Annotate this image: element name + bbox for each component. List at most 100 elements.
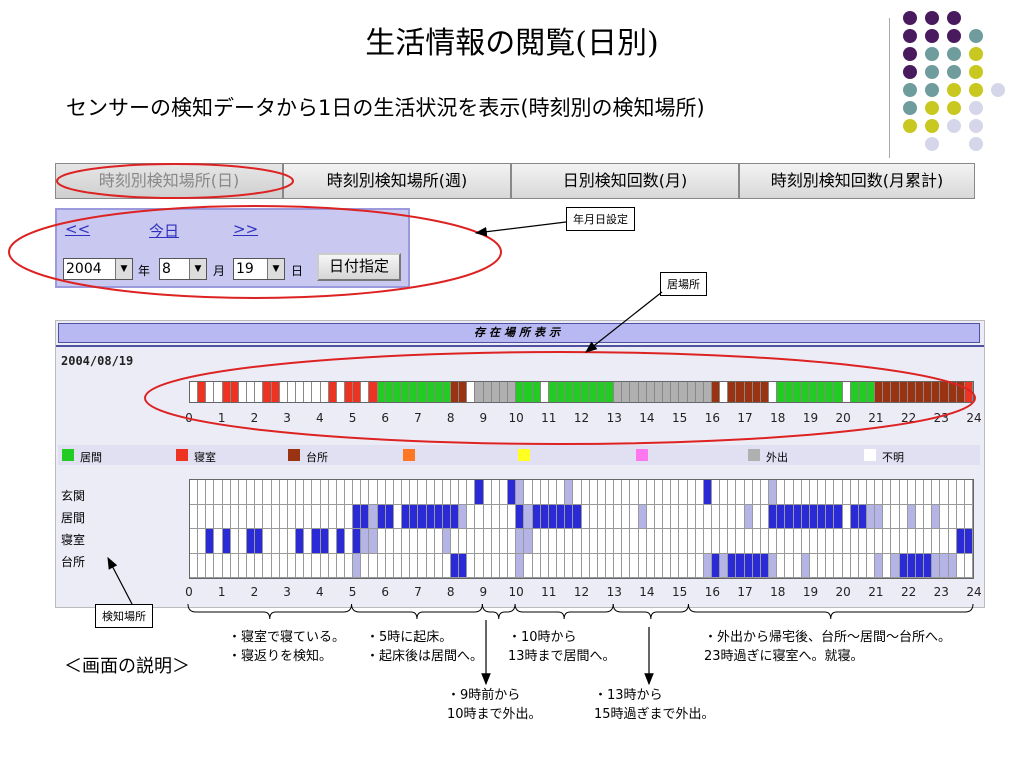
tab-hourly-count-month-total[interactable]: 時刻別検知回数(月累計) [739, 163, 975, 199]
time-range-brace [514, 603, 614, 620]
day-select[interactable]: 19 ▼ [233, 258, 285, 280]
presence-slot [353, 382, 362, 402]
detection-cell [818, 553, 827, 578]
presence-slot [255, 382, 264, 402]
tab-hourly-location-week[interactable]: 時刻別検知場所(週) [283, 163, 511, 199]
room-label-entrance: 玄関 [61, 489, 86, 503]
detection-cell [875, 553, 884, 578]
detection-cell [573, 553, 582, 578]
detection-cell [271, 553, 280, 578]
detection-cell [418, 553, 427, 578]
detection-cell [687, 529, 696, 554]
presence-slot [247, 382, 256, 402]
annotation-evening: ・外出から帰宅後、台所～居間～台所へ。 23時過ぎに寝室へ。就寝。 [704, 630, 952, 664]
tab-daily-count-month[interactable]: 日別検知回数(月) [511, 163, 739, 199]
detection-cell [312, 553, 321, 578]
detection-cell [630, 504, 639, 529]
chevron-down-icon: ▼ [115, 259, 132, 279]
detection-cell [198, 480, 207, 505]
year-select[interactable]: 2004 ▼ [63, 258, 133, 280]
hour-tick-label: 24 [966, 411, 982, 425]
detection-cell [826, 480, 835, 505]
today-link[interactable]: 今日 [149, 222, 180, 240]
detection-cell [752, 480, 761, 505]
detection-cell [279, 504, 288, 529]
next-day-link[interactable]: >> [233, 220, 259, 238]
date-submit-button[interactable]: 日付指定 [317, 253, 401, 281]
detection-cell [589, 529, 598, 554]
detection-cell [581, 529, 590, 554]
month-select[interactable]: 8 ▼ [159, 258, 207, 280]
detection-cell [883, 553, 892, 578]
prev-day-link[interactable]: << [65, 220, 91, 238]
detection-cell [948, 480, 957, 505]
detection-cell [524, 480, 533, 505]
presence-slot [940, 382, 949, 402]
detection-cell [410, 480, 419, 505]
detection-cell [597, 504, 606, 529]
legend-swatch [748, 449, 760, 461]
detection-cell [222, 529, 231, 554]
detection-cell [956, 480, 965, 505]
detection-cell [230, 480, 239, 505]
presence-slot [589, 382, 598, 402]
presence-slot [304, 382, 313, 402]
detection-cell [247, 480, 256, 505]
detection-cell [899, 504, 908, 529]
detection-cell [728, 553, 737, 578]
decorative-dot [903, 47, 917, 61]
detection-cell [475, 504, 484, 529]
detection-cell [304, 553, 313, 578]
detection-cell [393, 480, 403, 505]
detection-cell [499, 480, 509, 505]
detection-cell [769, 480, 778, 505]
decorative-dot [947, 101, 961, 115]
decorative-dot [947, 65, 961, 79]
detection-cell [467, 553, 476, 578]
detection-cell [336, 480, 345, 505]
detection-cell [720, 553, 729, 578]
detection-cell [940, 480, 949, 505]
detection-cell [866, 480, 876, 505]
hour-tick-label: 16 [704, 585, 720, 599]
detection-cell [540, 504, 549, 529]
hour-tick-label: 12 [573, 411, 590, 425]
detection-cell [190, 504, 199, 529]
presence-slot [695, 382, 704, 402]
detection-cell [915, 553, 925, 578]
legend-swatch [176, 449, 188, 461]
detection-cell [703, 553, 712, 578]
legend-swatch [288, 449, 300, 461]
time-range-brace [687, 603, 974, 620]
detection-cell [720, 529, 729, 554]
detection-cell [377, 480, 386, 505]
hour-tick-label: 7 [414, 411, 422, 425]
detection-cell [483, 504, 492, 529]
presence-slot [915, 382, 925, 402]
detection-cell [866, 504, 876, 529]
detection-cell [328, 529, 337, 554]
detection-cell [491, 480, 500, 505]
detection-cell [508, 529, 517, 554]
hour-tick-label: 19 [802, 585, 819, 599]
presence-slot [442, 382, 451, 402]
decorative-dot [925, 65, 939, 79]
hour-tick-label: 12 [573, 585, 590, 599]
detection-cell [679, 529, 688, 554]
detection-cell [524, 504, 533, 529]
hour-tick-label: 9 [479, 411, 488, 425]
presence-slot [279, 382, 288, 402]
presence-slot [899, 382, 908, 402]
detection-cell [777, 480, 786, 505]
detection-cell [883, 529, 892, 554]
detection-cell [222, 553, 231, 578]
detection-cell [402, 529, 411, 554]
detection-cell [622, 529, 631, 554]
hour-tick-label: 20 [835, 411, 851, 425]
detection-cell [459, 553, 468, 578]
legend-swatch [518, 449, 530, 461]
detection-cell [434, 504, 443, 529]
detection-cell [442, 504, 451, 529]
presence-slot [198, 382, 207, 402]
detection-cell [712, 529, 721, 554]
